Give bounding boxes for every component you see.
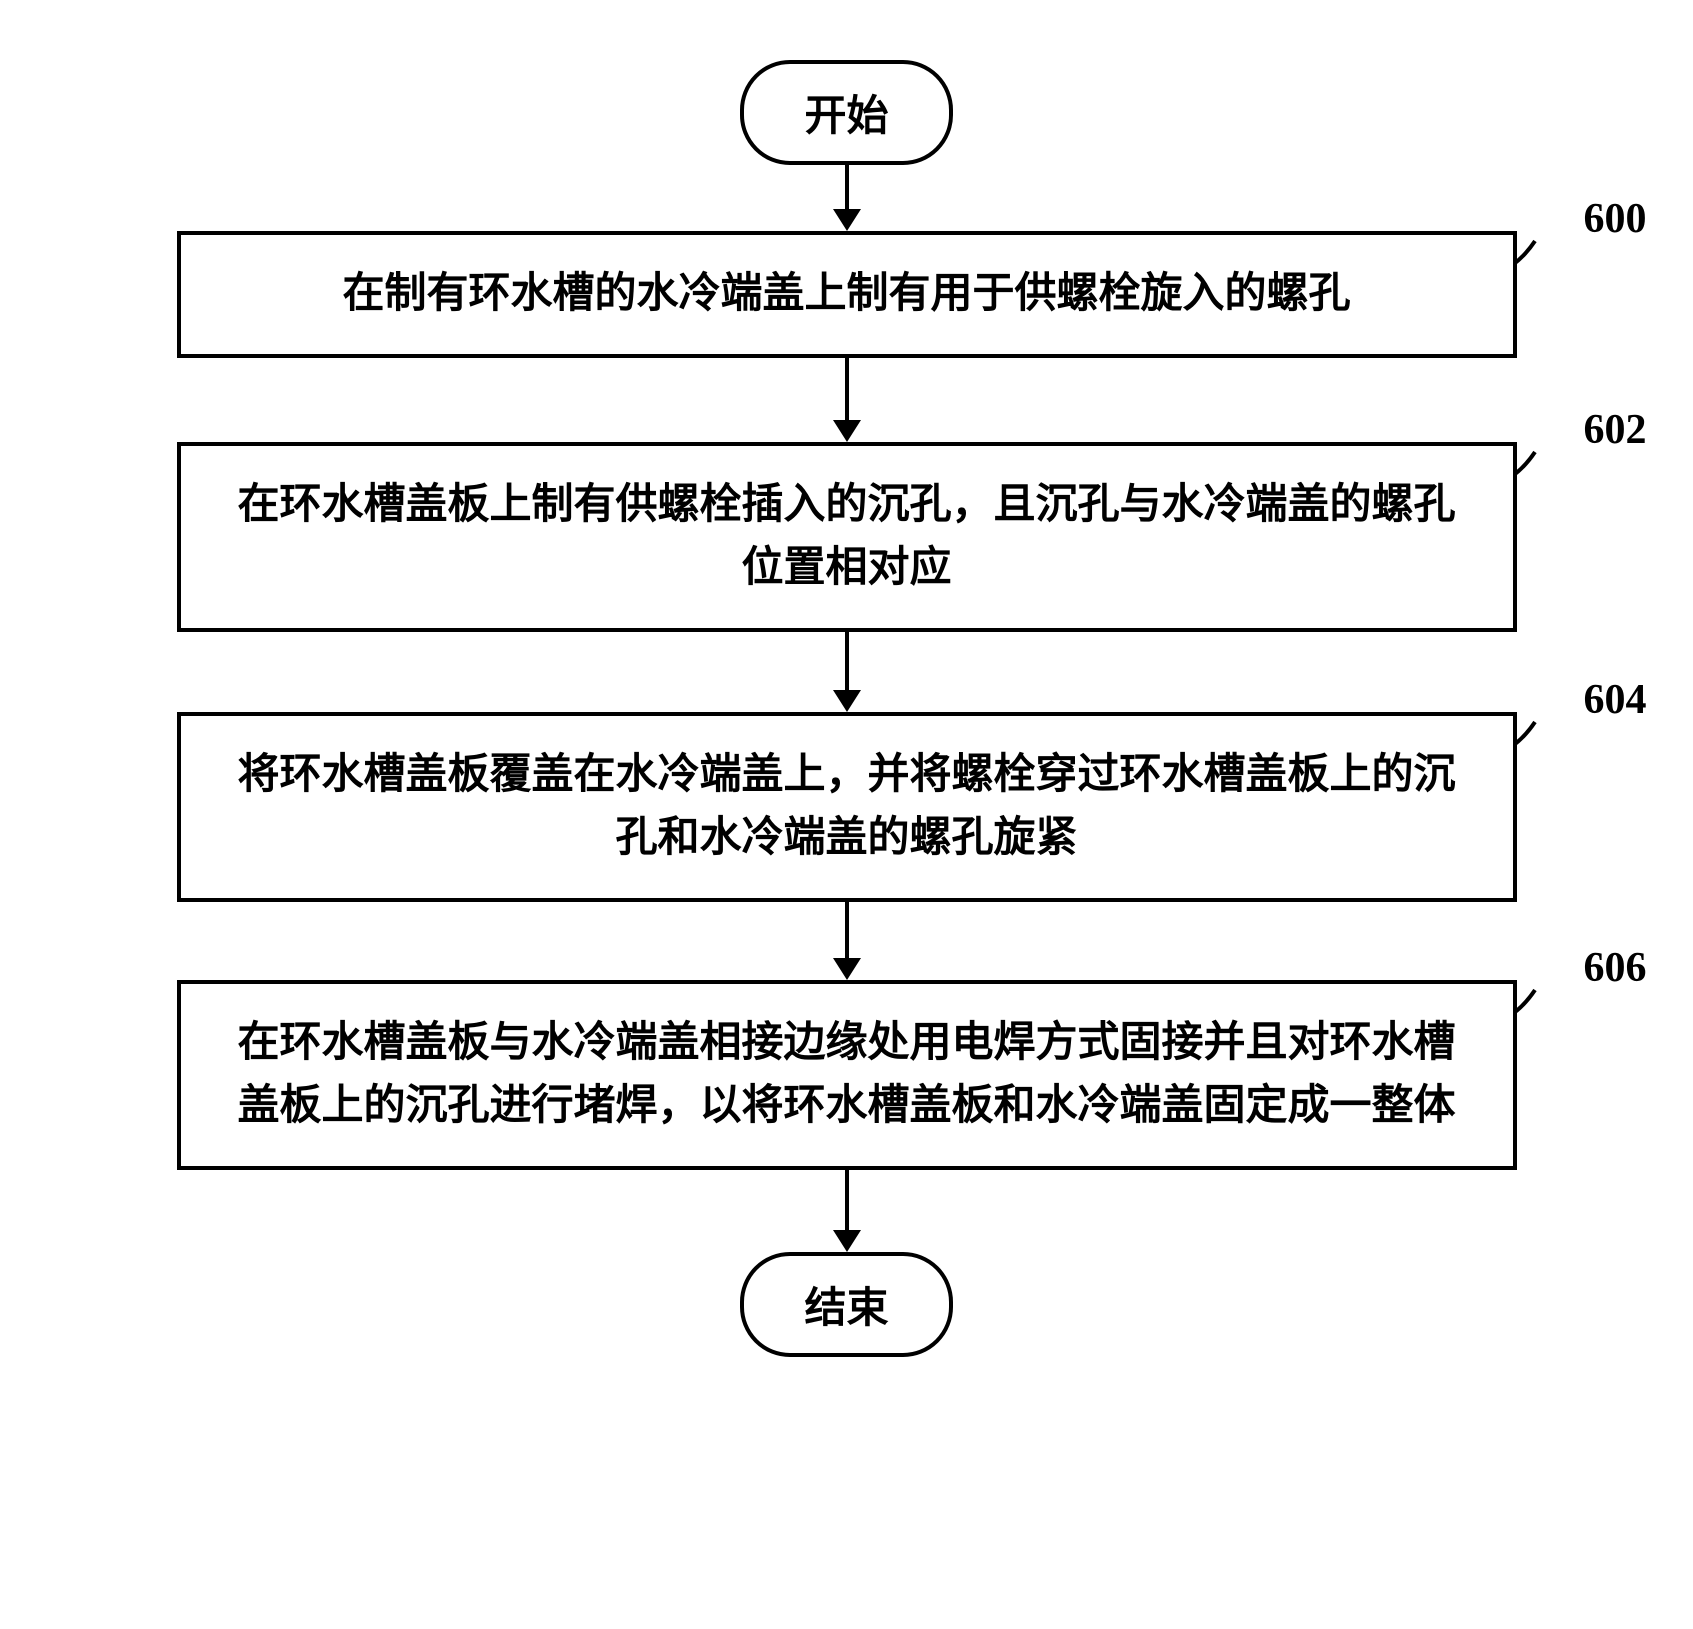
process-text-604: 将环水槽盖板覆盖在水冷端盖上，并将螺栓穿过环水槽盖板上的沉孔和水冷端盖的螺孔旋紧: [237, 752, 1455, 861]
process-node-604: 将环水槽盖板覆盖在水冷端盖上，并将螺栓穿过环水槽盖板上的沉孔和水冷端盖的螺孔旋紧: [177, 712, 1517, 902]
process-text-600: 在制有环水槽的水冷端盖上制有用于供螺栓旋入的螺孔: [342, 271, 1350, 317]
start-label: 开始: [804, 94, 888, 140]
arrow: [833, 902, 861, 980]
arrow: [833, 632, 861, 712]
end-terminator: 结束: [740, 1252, 952, 1357]
node-label-604: 604: [1584, 676, 1647, 724]
process-text-606: 在环水槽盖板与水冷端盖相接边缘处用电焊方式固接并且对环水槽盖板上的沉孔进行堵焊，…: [237, 1020, 1455, 1129]
flowchart-container: 开始 600 在制有环水槽的水冷端盖上制有用于供螺栓旋入的螺孔 602 在环水槽…: [80, 60, 1613, 1357]
node-label-602: 602: [1584, 406, 1647, 454]
arrow: [833, 1170, 861, 1252]
arrow: [833, 358, 861, 442]
process-node-600: 在制有环水槽的水冷端盖上制有用于供螺栓旋入的螺孔: [177, 231, 1517, 358]
start-terminator: 开始: [740, 60, 952, 165]
arrow: [833, 165, 861, 231]
process-node-606: 在环水槽盖板与水冷端盖相接边缘处用电焊方式固接并且对环水槽盖板上的沉孔进行堵焊，…: [177, 980, 1517, 1170]
end-label: 结束: [804, 1286, 888, 1332]
process-text-602: 在环水槽盖板上制有供螺栓插入的沉孔，且沉孔与水冷端盖的螺孔位置相对应: [237, 482, 1455, 591]
process-node-602: 在环水槽盖板上制有供螺栓插入的沉孔，且沉孔与水冷端盖的螺孔位置相对应: [177, 442, 1517, 632]
node-label-606: 606: [1584, 944, 1647, 992]
node-label-600: 600: [1584, 195, 1647, 243]
